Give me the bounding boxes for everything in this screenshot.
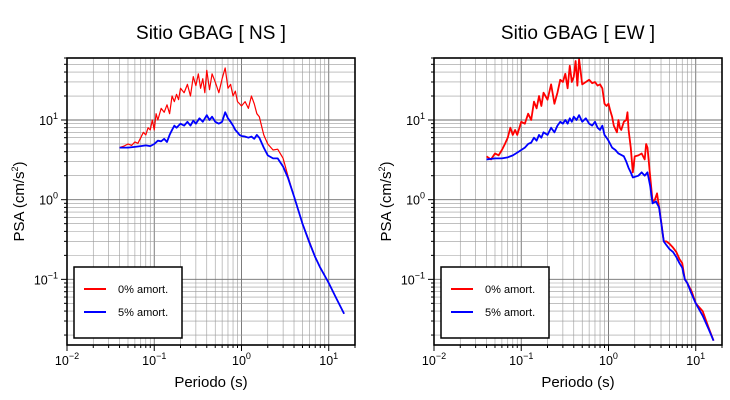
y-axis-label: PSA (cm/s2) bbox=[377, 161, 395, 241]
x-tick-label: 10−2 bbox=[422, 351, 446, 368]
y-tick-label: 101 bbox=[39, 111, 58, 128]
x-tick-label: 101 bbox=[319, 351, 338, 368]
plot-frame bbox=[433, 57, 723, 346]
legend-label: 0% amort. bbox=[118, 284, 168, 296]
grid bbox=[67, 58, 355, 345]
x-tick-label: 10−1 bbox=[142, 351, 166, 368]
y-tick-label: 101 bbox=[406, 111, 425, 128]
chart-panel-2: 10−2 10−1 100 101 10−1 100 101 Sitio GBAG [ EW … bbox=[377, 23, 723, 391]
legend-label: 5% amort. bbox=[118, 307, 168, 319]
x-tick-label: 10−1 bbox=[509, 351, 533, 368]
x-tick-label: 101 bbox=[686, 351, 705, 368]
y-tick-label: 10−1 bbox=[34, 270, 58, 287]
legend-label: 5% amort. bbox=[485, 307, 535, 319]
x-tick-label: 100 bbox=[232, 351, 251, 368]
legend: 0% amort. 5% amort. bbox=[440, 266, 550, 339]
chart-title: Sitio GBAG [ EW ] bbox=[501, 23, 655, 44]
legend-label: 0% amort. bbox=[485, 284, 535, 296]
legend: 0% amort. 5% amort. bbox=[73, 266, 183, 339]
series-line-damped bbox=[119, 111, 345, 315]
y-tick-label: 100 bbox=[406, 191, 425, 208]
y-axis-label: PSA (cm/s2) bbox=[10, 161, 28, 241]
x-tick-label: 10−2 bbox=[55, 351, 79, 368]
x-axis-label: Periodo (s) bbox=[541, 374, 614, 391]
chart-panel-1: 10−2 10−1 100 101 10−1 100 101 Sitio GBAG [ NS … bbox=[10, 23, 356, 391]
grid bbox=[434, 58, 722, 345]
plot-frame bbox=[66, 57, 356, 346]
legend-box bbox=[73, 266, 183, 339]
y-tick-label: 100 bbox=[39, 191, 58, 208]
x-axis-label: Periodo (s) bbox=[174, 374, 247, 391]
series-line-damped bbox=[486, 114, 715, 342]
x-tick-label: 100 bbox=[599, 351, 618, 368]
chart-title: Sitio GBAG [ NS ] bbox=[136, 23, 286, 44]
series-line-undamped bbox=[119, 67, 345, 315]
y-tick-label: 10−1 bbox=[401, 270, 425, 287]
legend-box bbox=[440, 266, 550, 339]
